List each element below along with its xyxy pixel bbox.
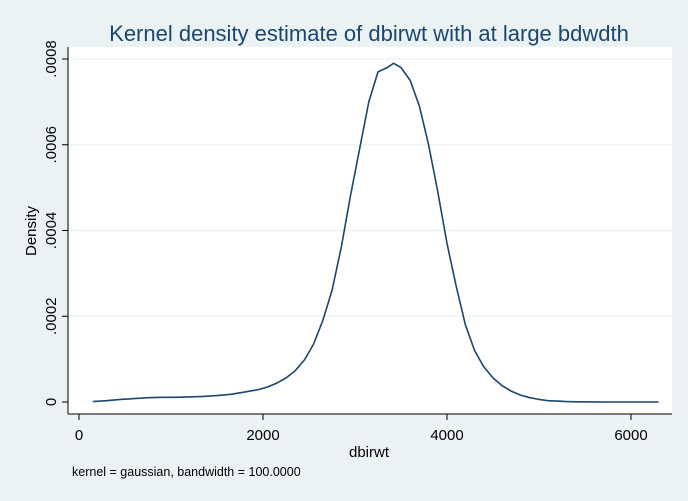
x-tick-label-2: 4000 [430, 427, 463, 444]
y-tick-label-3: .0006 [43, 126, 60, 164]
y-tick-label-4: .0008 [43, 40, 60, 78]
x-axis-label: dbirwt [349, 444, 390, 461]
density-line-0 [92, 62, 659, 403]
y-axis-label: Density [23, 205, 40, 256]
gridlines [68, 58, 672, 317]
y-tick-label-1: .0002 [43, 297, 60, 335]
chart-title: Kernel density estimate of dbirwt with a… [109, 21, 629, 46]
chart-note: kernel = gaussian, bandwidth = 100.0000 [72, 465, 301, 479]
x-tick-label-1: 2000 [246, 427, 279, 444]
x-tick-label-0: 0 [75, 427, 83, 444]
series-group [92, 62, 659, 403]
axes: 0 .0002 .0004 .0006 .0008 0 2000 4000 6000 [43, 40, 672, 444]
y-tick-label-2: .0004 [43, 212, 60, 250]
x-tick-label-3: 6000 [614, 427, 647, 444]
y-tick-label-0: 0 [43, 398, 60, 406]
